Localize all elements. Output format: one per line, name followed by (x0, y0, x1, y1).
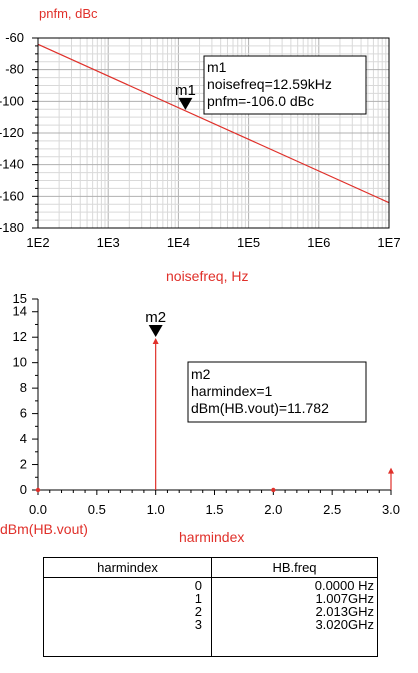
chart2-y-tick-label: 2 (20, 457, 27, 472)
chart1-y-tick-label: -80 (5, 62, 24, 77)
table-cell-hb-freq: 1.007GHz (315, 591, 374, 606)
marker-m2-triangle (148, 324, 163, 337)
chart2-x-tick-label: 3.0 (382, 502, 400, 517)
chart2-y-tick-label: 10 (13, 355, 27, 370)
chart2-y-axis-label: dBm(HB.vout) (0, 521, 88, 537)
chart2-y-tick-label: 14 (13, 304, 27, 319)
table-header-hb-freq: HB.freq (272, 560, 317, 575)
chart1-x-tick-label: 1E2 (26, 235, 49, 250)
chart1-y-axis-label: pnfm, dBc (39, 6, 98, 21)
harmonic-frequency-table: harmindex HB.freq 0 0.0000 Hz 1 1.007GHz… (43, 557, 378, 657)
chart1-series-line (37, 43, 390, 204)
chart1-y-tick-label: -160 (0, 188, 24, 203)
chart1-y-tick-label: -100 (0, 93, 24, 108)
chart2-harmonic-point (388, 467, 394, 474)
table-column-divider (211, 558, 212, 656)
chart2-x-tick-label: 1.5 (205, 502, 223, 517)
table-cell-harmindex: 2 (194, 604, 202, 619)
table-header-row (44, 558, 377, 578)
table-cell-hb-freq: 0.0000 Hz (314, 578, 374, 593)
chart2-y-tick-label: 12 (13, 329, 27, 344)
chart1-x-tick-label: 1E7 (377, 235, 400, 250)
chart2-x-tick-label: 0.5 (88, 502, 106, 517)
marker-m1-readout-box (203, 55, 367, 115)
table-cell-hb-freq: 2.013GHz (315, 604, 374, 619)
chart1-y-tick-label: -180 (0, 220, 24, 235)
marker-m1-readout-line: noisefreq=12.59kHz (207, 76, 332, 92)
chart1-y-tick-label: -120 (0, 125, 24, 140)
marker-m1-readout-line: m1 (207, 59, 227, 75)
marker-m2-readout-line: harmindex=1 (191, 383, 273, 399)
marker-m1-readout-line: pnfm=-106.0 dBc (207, 93, 314, 109)
chart2-x-tick-label: 2.0 (264, 502, 282, 517)
chart2-harmonic-point (152, 337, 159, 344)
chart2-harmonic-point (35, 487, 41, 493)
marker-m2-label: m2 (145, 309, 166, 326)
chart2-y-tick-label: 4 (20, 431, 27, 446)
chart2-y-tick-label: 0 (20, 482, 27, 497)
table-header-harmindex: harmindex (97, 560, 158, 575)
chart2-x-tick-label: 2.5 (323, 502, 341, 517)
table-cell-hb-freq: 3.020GHz (315, 617, 374, 632)
chart1-x-axis-label: noisefreq, Hz (166, 268, 249, 284)
chart1-y-tick-label: -60 (5, 30, 24, 45)
chart1-y-tick-label: -140 (0, 157, 24, 172)
marker-m2-readout-line: dBm(HB.vout)=11.782 (191, 400, 329, 416)
chart1-x-tick-label: 1E6 (307, 235, 330, 250)
chart1-x-tick-label: 1E5 (237, 235, 260, 250)
chart2-y-tick-label: 8 (20, 380, 27, 395)
chart2-y-tick-label: 15 (13, 291, 27, 306)
chart2-y-tick-label: 6 (20, 406, 27, 421)
table-cell-harmindex: 3 (194, 617, 202, 632)
table-cell-harmindex: 0 (194, 578, 202, 593)
marker-m1-triangle (178, 97, 193, 110)
marker-m2-readout-box (187, 361, 367, 423)
marker-m1-label: m1 (175, 82, 196, 99)
chart2-x-axis-label: harmindex (179, 529, 245, 545)
chart2-x-tick-label: 0.0 (29, 502, 47, 517)
chart2-x-tick-label: 1.0 (147, 502, 165, 517)
chart1-x-tick-label: 1E4 (167, 235, 190, 250)
chart1-x-tick-label: 1E3 (97, 235, 120, 250)
marker-m2-readout-line: m2 (191, 366, 211, 382)
table-cell-harmindex: 1 (194, 591, 202, 606)
chart2-harmonic-point (271, 487, 276, 493)
